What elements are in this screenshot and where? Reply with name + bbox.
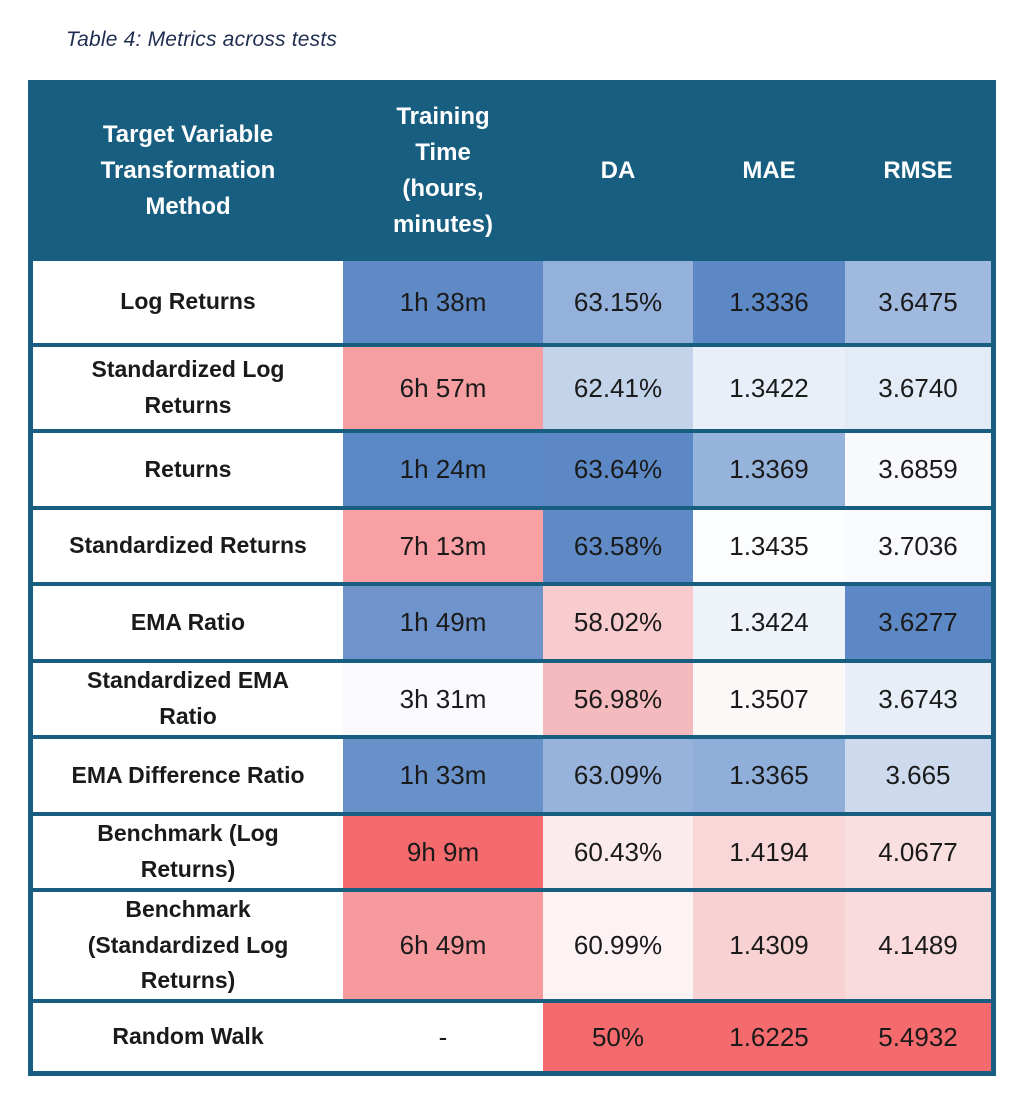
training-time-cell: 1h 24m (343, 433, 543, 506)
method-cell: Log Returns (33, 261, 343, 343)
method-cell: Standardized Log Returns (33, 347, 343, 429)
mae-cell: 1.3365 (693, 739, 845, 812)
column-header-method-label: Target Variable Transformation Method (100, 121, 276, 220)
table-row: Returns 1h 24m 63.64% 1.3369 3.6859 (33, 429, 991, 506)
mae-cell: 1.3424 (693, 586, 845, 659)
training-time-cell: 1h 38m (343, 261, 543, 343)
da-cell: 50% (543, 1003, 693, 1071)
da-cell: 63.58% (543, 510, 693, 582)
table-row: Standardized EMA Ratio 3h 31m 56.98% 1.3507… (33, 659, 991, 735)
table-row: Benchmark (Log Returns) 9h 9m 60.43% 1.4194… (33, 812, 991, 888)
column-header-training-time-label: Training Time (hours, minutes) (392, 103, 493, 238)
column-header-training-time: Training Time (hours, minutes) (343, 85, 543, 257)
table-row: Standardized Returns 7h 13m 63.58% 1.3435 3.… (33, 506, 991, 582)
rmse-cell: 3.6743 (845, 663, 991, 735)
method-label: Random Walk (112, 1023, 264, 1050)
training-time-cell: 6h 49m (343, 892, 543, 999)
method-cell: Returns (33, 433, 343, 506)
da-cell: 63.15% (543, 261, 693, 343)
table-row: Benchmark (Standardized Log Returns) 6h 4… (33, 888, 991, 999)
method-label: Log Returns (120, 288, 256, 315)
table-body: Log Returns 1h 38m 63.15% 1.3336 3.6475 Stand… (33, 257, 991, 1071)
mae-cell: 1.3336 (693, 261, 845, 343)
mae-cell: 1.3435 (693, 510, 845, 582)
training-time-cell: - (343, 1003, 543, 1071)
da-cell: 58.02% (543, 586, 693, 659)
method-label: Standardized Returns (69, 532, 307, 559)
method-cell: EMA Ratio (33, 586, 343, 659)
rmse-cell: 3.6859 (845, 433, 991, 506)
mae-cell: 1.3422 (693, 347, 845, 429)
method-cell: Standardized EMA Ratio (33, 663, 343, 735)
method-cell: Random Walk (33, 1003, 343, 1071)
table-row: Random Walk -50% 1.6225 5.4932 (33, 999, 991, 1071)
column-header-method: Target Variable Transformation Method (33, 85, 343, 257)
method-cell: Standardized Returns (33, 510, 343, 582)
method-label: EMA Ratio (130, 608, 246, 635)
mae-cell: 1.3507 (693, 663, 845, 735)
table-caption: Table 4: Metrics across tests (66, 28, 338, 51)
method-label: Standardized Log Returns (91, 356, 285, 418)
rmse-cell: 5.4932 (845, 1003, 991, 1071)
method-label: Benchmark (Log Returns) (97, 820, 279, 882)
column-header-da-label: DA (600, 157, 636, 184)
mae-cell: 1.6225 (693, 1003, 845, 1071)
method-label: Benchmark (Standardized Log Returns) (87, 896, 289, 994)
rmse-cell: 3.665 (845, 739, 991, 812)
column-header-mae: MAE (693, 85, 845, 257)
mae-cell: 1.3369 (693, 433, 845, 506)
column-header-rmse-label: RMSE (883, 157, 953, 184)
method-label: Returns (144, 455, 232, 482)
rmse-cell: 4.0677 (845, 816, 991, 888)
rmse-cell: 3.6277 (845, 586, 991, 659)
mae-cell: 1.4309 (693, 892, 845, 999)
training-time-cell: 7h 13m (343, 510, 543, 582)
da-cell: 63.09% (543, 739, 693, 812)
rmse-cell: 3.6475 (845, 261, 991, 343)
method-cell: Benchmark (Standardized Log Returns) (33, 892, 343, 999)
column-header-da: DA (543, 85, 693, 257)
table-row: Standardized Log Returns 6h 57m 62.41% 1.34… (33, 343, 991, 429)
da-cell: 62.41% (543, 347, 693, 429)
column-header-mae-label: MAE (742, 157, 796, 184)
da-cell: 60.43% (543, 816, 693, 888)
da-cell: 60.99% (543, 892, 693, 999)
metrics-table: Target Variable Transformation Method Tr… (28, 80, 996, 1076)
table-header-row: Target Variable Transformation Method Tr… (33, 85, 991, 257)
table-row: EMA Ratio 1h 49m 58.02% 1.3424 3.6277 (33, 582, 991, 659)
rmse-cell: 4.1489 (845, 892, 991, 999)
training-time-cell: 3h 31m (343, 663, 543, 735)
training-time-cell: 9h 9m (343, 816, 543, 888)
column-header-rmse: RMSE (845, 85, 991, 257)
training-time-cell: 1h 49m (343, 586, 543, 659)
da-cell: 56.98% (543, 663, 693, 735)
da-cell: 63.64% (543, 433, 693, 506)
rmse-cell: 3.6740 (845, 347, 991, 429)
table-row: EMA Difference Ratio 1h 33m 63.09% 1.3365 3.… (33, 735, 991, 812)
method-label: EMA Difference Ratio (71, 761, 305, 788)
rmse-cell: 3.7036 (845, 510, 991, 582)
table-row: Log Returns 1h 38m 63.15% 1.3336 3.6475 (33, 257, 991, 343)
training-time-cell: 1h 33m (343, 739, 543, 812)
method-cell: Benchmark (Log Returns) (33, 816, 343, 888)
method-cell: EMA Difference Ratio (33, 739, 343, 812)
mae-cell: 1.4194 (693, 816, 845, 888)
training-time-cell: 6h 57m (343, 347, 543, 429)
method-label: Standardized EMA Ratio (87, 667, 289, 729)
